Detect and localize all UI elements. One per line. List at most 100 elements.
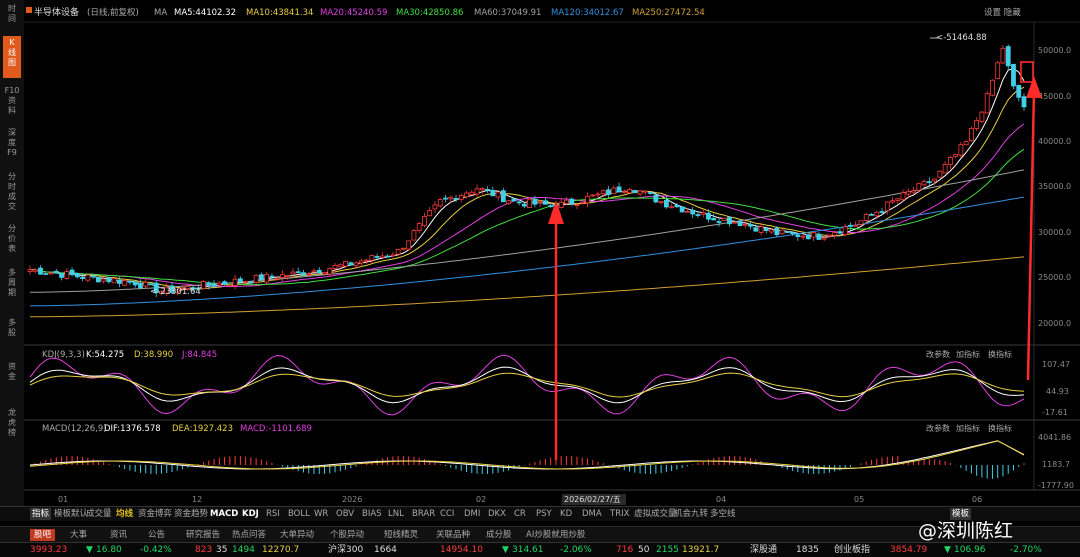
bottom-tab[interactable]: 大事 — [70, 530, 88, 540]
candle-body — [1005, 46, 1011, 67]
indicator-tab[interactable]: 资金博弈 — [138, 509, 173, 519]
macd-dea-line — [29, 440, 1025, 470]
bottom-tab[interactable]: 公告 — [148, 530, 166, 540]
indicator-tab[interactable]: CR — [514, 509, 526, 519]
candle-body — [874, 211, 880, 217]
bottom-tab[interactable]: 热点问答 — [232, 530, 267, 540]
bottom-tab[interactable]: 资讯 — [110, 530, 128, 540]
indicator-tab[interactable]: KDJ — [242, 509, 259, 519]
candle-body — [337, 264, 343, 268]
kline-chart[interactable]: 半导体设备 (日线,前复权) MA MA5:44102.32 MA10:4384… — [24, 0, 1080, 520]
candle-body — [485, 188, 490, 191]
candle-body — [758, 226, 764, 233]
ma20-value: MA20:45240.59 — [320, 8, 387, 18]
indicator-tab[interactable]: DKX — [488, 509, 506, 519]
hs300-label: 沪深300 — [328, 545, 364, 555]
indicator-tab[interactable]: 成交量 — [86, 509, 112, 519]
x-label: 2026 — [342, 495, 362, 504]
lb-price[interactable]: 分价表 — [8, 224, 16, 253]
indicator-tab[interactable]: MACD — [210, 509, 239, 519]
bottom-tab[interactable]: 个股异动 — [330, 530, 365, 540]
indicator-tab[interactable]: LNL — [388, 509, 404, 519]
indicator-tab[interactable]: DMA — [582, 509, 602, 519]
candle-body — [716, 221, 722, 223]
bottom-tab[interactable]: 短线精灵 — [384, 530, 419, 540]
candle-body — [95, 276, 101, 283]
candle-body — [916, 183, 922, 191]
indicator-tab[interactable]: WR — [314, 509, 329, 519]
candle-body — [742, 223, 748, 226]
settings-button[interactable]: 设置 隐藏 — [984, 7, 1021, 18]
lb-f10[interactable]: F10 资料 — [4, 86, 20, 115]
candle-body — [574, 204, 580, 206]
kdj-add-button[interactable]: 加指标 — [956, 349, 980, 359]
indicator-tab[interactable]: CCI — [440, 509, 455, 519]
bottom-tab[interactable]: 股吧 — [30, 529, 56, 541]
indicator-tab[interactable]: BIAS — [362, 509, 382, 519]
indicator-tab[interactable]: DMI — [464, 509, 481, 519]
candle-body — [753, 227, 759, 232]
kdj-y-tick: -17.61 — [1042, 408, 1068, 417]
lb-multiperiod[interactable]: 多周期 — [8, 268, 16, 297]
candle-body — [280, 274, 285, 279]
bottom-tab[interactable]: AI炒股就用炒股 — [526, 530, 586, 540]
candle-body — [706, 212, 711, 220]
indicator-tab[interactable]: 虚拟成交量 — [634, 509, 677, 519]
candle-body — [306, 273, 312, 276]
indicator-tab[interactable]: 资金趋势 — [174, 509, 209, 519]
indicator-tab[interactable]: TRIX — [610, 509, 630, 519]
template-tab[interactable]: 模板 — [950, 508, 972, 520]
macd-edit-button[interactable]: 改参数 — [926, 423, 950, 433]
indicator-tab[interactable]: PSY — [536, 509, 552, 519]
macd-add-button[interactable]: 加指标 — [956, 423, 980, 433]
candle-body — [579, 201, 585, 204]
indicator-tab[interactable]: RSI — [266, 509, 280, 519]
indicator-tab[interactable]: 多空线 — [710, 509, 736, 519]
candle-body — [27, 269, 33, 272]
indicator-tab[interactable]: BOLL — [288, 509, 310, 519]
candle-body — [721, 217, 727, 222]
candle-body — [621, 191, 627, 193]
lb-f9[interactable]: 深度 F9 — [7, 128, 17, 157]
indicator-tab[interactable]: KD — [560, 509, 573, 519]
bottom-tab[interactable]: 大单异动 — [280, 530, 315, 540]
bottom-tab[interactable]: 成分股 — [486, 530, 512, 540]
lb-deal[interactable]: 分时成交 — [8, 172, 16, 211]
x-label: 01 — [58, 495, 68, 504]
candle-body — [727, 216, 732, 225]
moving-average-lines — [29, 68, 1025, 318]
header-legend: 半导体设备 (日线,前复权) MA MA5:44102.32 MA10:4384… — [26, 6, 1021, 18]
ma250-line — [30, 256, 1025, 318]
macd-switch-button[interactable]: 换指标 — [988, 423, 1012, 433]
candle-body — [285, 275, 291, 278]
candle-body — [769, 229, 774, 233]
sz-pct: -2.06% — [560, 545, 592, 555]
candle-body — [264, 273, 270, 283]
candle-body — [106, 277, 112, 283]
candle-body — [253, 274, 259, 284]
indicator-tab[interactable]: 指标 — [30, 508, 52, 520]
lb-time[interactable]: 时间 — [8, 4, 16, 23]
bottom-tab[interactable]: 关联品种 — [436, 530, 471, 540]
bottom-tab[interactable]: 研究报告 — [186, 530, 221, 540]
indicator-tab[interactable]: BRAR — [412, 509, 436, 519]
kdj-switch-button[interactable]: 换指标 — [988, 349, 1012, 359]
cy-value: 3854.79 — [890, 545, 928, 555]
sh-b: 1494 — [232, 545, 255, 555]
indicator-tab[interactable]: OBV — [336, 509, 355, 519]
macd-title: MACD(12,26,9) — [42, 424, 107, 434]
sz-b: 50 — [638, 545, 650, 555]
candle-body — [732, 221, 738, 224]
lb-fund[interactable]: 资金 — [8, 362, 16, 381]
candle-body — [947, 157, 953, 166]
kdj-edit-button[interactable]: 改参数 — [926, 349, 950, 359]
sz-amount: 13921.7 — [682, 545, 720, 555]
lb-dragon[interactable]: 龙虎榜 — [8, 408, 16, 437]
indicator-tab[interactable]: 模板默认 — [54, 509, 89, 519]
candle-body — [979, 111, 985, 122]
indicator-tab[interactable]: 机会九转 — [674, 509, 709, 519]
indicator-tab[interactable]: 均线 — [116, 509, 134, 519]
bottom-info-tabs: 股吧 大事 资讯 公告 研究报告 热点问答 大单异动 个股异动 短线精灵 关联品种 成分股 AI炒股就… — [0, 526, 1080, 543]
lb-multistock[interactable]: 多股 — [8, 318, 16, 337]
